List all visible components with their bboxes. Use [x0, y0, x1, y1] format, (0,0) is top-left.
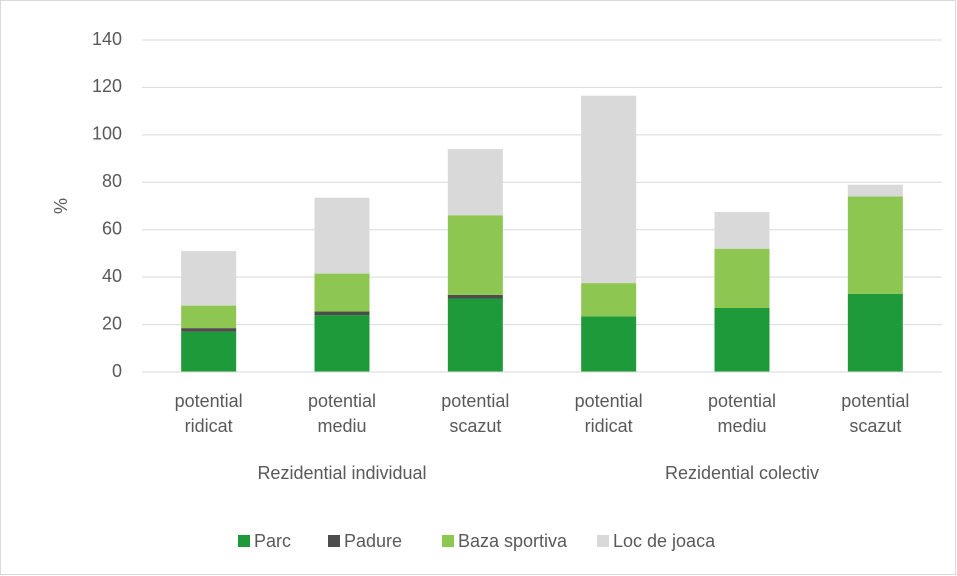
y-tick-label: 0	[112, 361, 122, 381]
x-tick-label-line: potential	[175, 391, 243, 411]
y-tick-label: 80	[102, 171, 122, 191]
y-tick-label: 140	[92, 29, 122, 49]
y-tick-label: 100	[92, 124, 122, 144]
x-tick-label: potential scazut	[441, 391, 509, 436]
group-label: Rezidential colectiv	[665, 463, 819, 483]
bar-segment	[447, 294, 503, 299]
legend-label: Parc	[254, 531, 291, 551]
bar-segment	[447, 215, 503, 295]
x-tick-label-line: mediu	[717, 416, 766, 436]
bar-segment	[447, 298, 503, 372]
bar-segment	[847, 293, 903, 372]
x-tick-label: potential mediu	[308, 391, 376, 436]
bar-segment	[714, 307, 770, 372]
group-label: Rezidential individual	[257, 463, 426, 483]
x-tick-label-line: potential	[441, 391, 509, 411]
bar-segment	[714, 211, 770, 249]
x-tick-label: potential scazut	[841, 391, 909, 436]
x-tick-label-line: potential	[841, 391, 909, 411]
y-tick-label: 120	[92, 76, 122, 96]
y-tick-label: 40	[102, 266, 122, 286]
legend-swatch	[238, 535, 250, 547]
x-tick-label-line: potential	[708, 391, 776, 411]
bar-segment	[181, 305, 237, 329]
x-tick-label-line: mediu	[317, 416, 366, 436]
bar-segment	[714, 248, 770, 308]
legend-label: Loc de joaca	[613, 531, 716, 551]
bar-segment	[314, 273, 370, 312]
bar-segment	[181, 328, 237, 332]
legend-swatch	[597, 535, 609, 547]
bar-segment	[314, 311, 370, 316]
legend-swatch	[328, 535, 340, 547]
bar-segment	[581, 316, 637, 372]
x-tick-label-line: potential	[308, 391, 376, 411]
bar-segment	[447, 149, 503, 216]
y-axis-label: %	[51, 198, 71, 214]
x-tick-label-line: scazut	[849, 416, 901, 436]
bar-segment	[314, 315, 370, 372]
x-tick-label-line: potential	[575, 391, 643, 411]
bar-segment	[581, 95, 637, 284]
x-tick-label-line: scazut	[449, 416, 501, 436]
y-tick-label: 20	[102, 313, 122, 333]
legend-swatch	[442, 535, 454, 547]
x-tick-label: potential ridicat	[575, 391, 643, 436]
bar-segment	[181, 331, 237, 372]
bar-segment	[581, 283, 637, 317]
y-tick-label: 60	[102, 218, 122, 238]
x-tick-label: potential ridicat	[175, 391, 243, 436]
bar-segment	[181, 251, 237, 306]
bar-segment	[847, 196, 903, 294]
x-tick-label-line: ridicat	[185, 416, 233, 436]
bar-segment	[847, 184, 903, 197]
bar-segment	[314, 197, 370, 274]
legend-label: Baza sportiva	[458, 531, 568, 551]
legend-label: Padure	[344, 531, 402, 551]
x-tick-label: potential mediu	[708, 391, 776, 436]
x-tick-label-line: ridicat	[585, 416, 633, 436]
